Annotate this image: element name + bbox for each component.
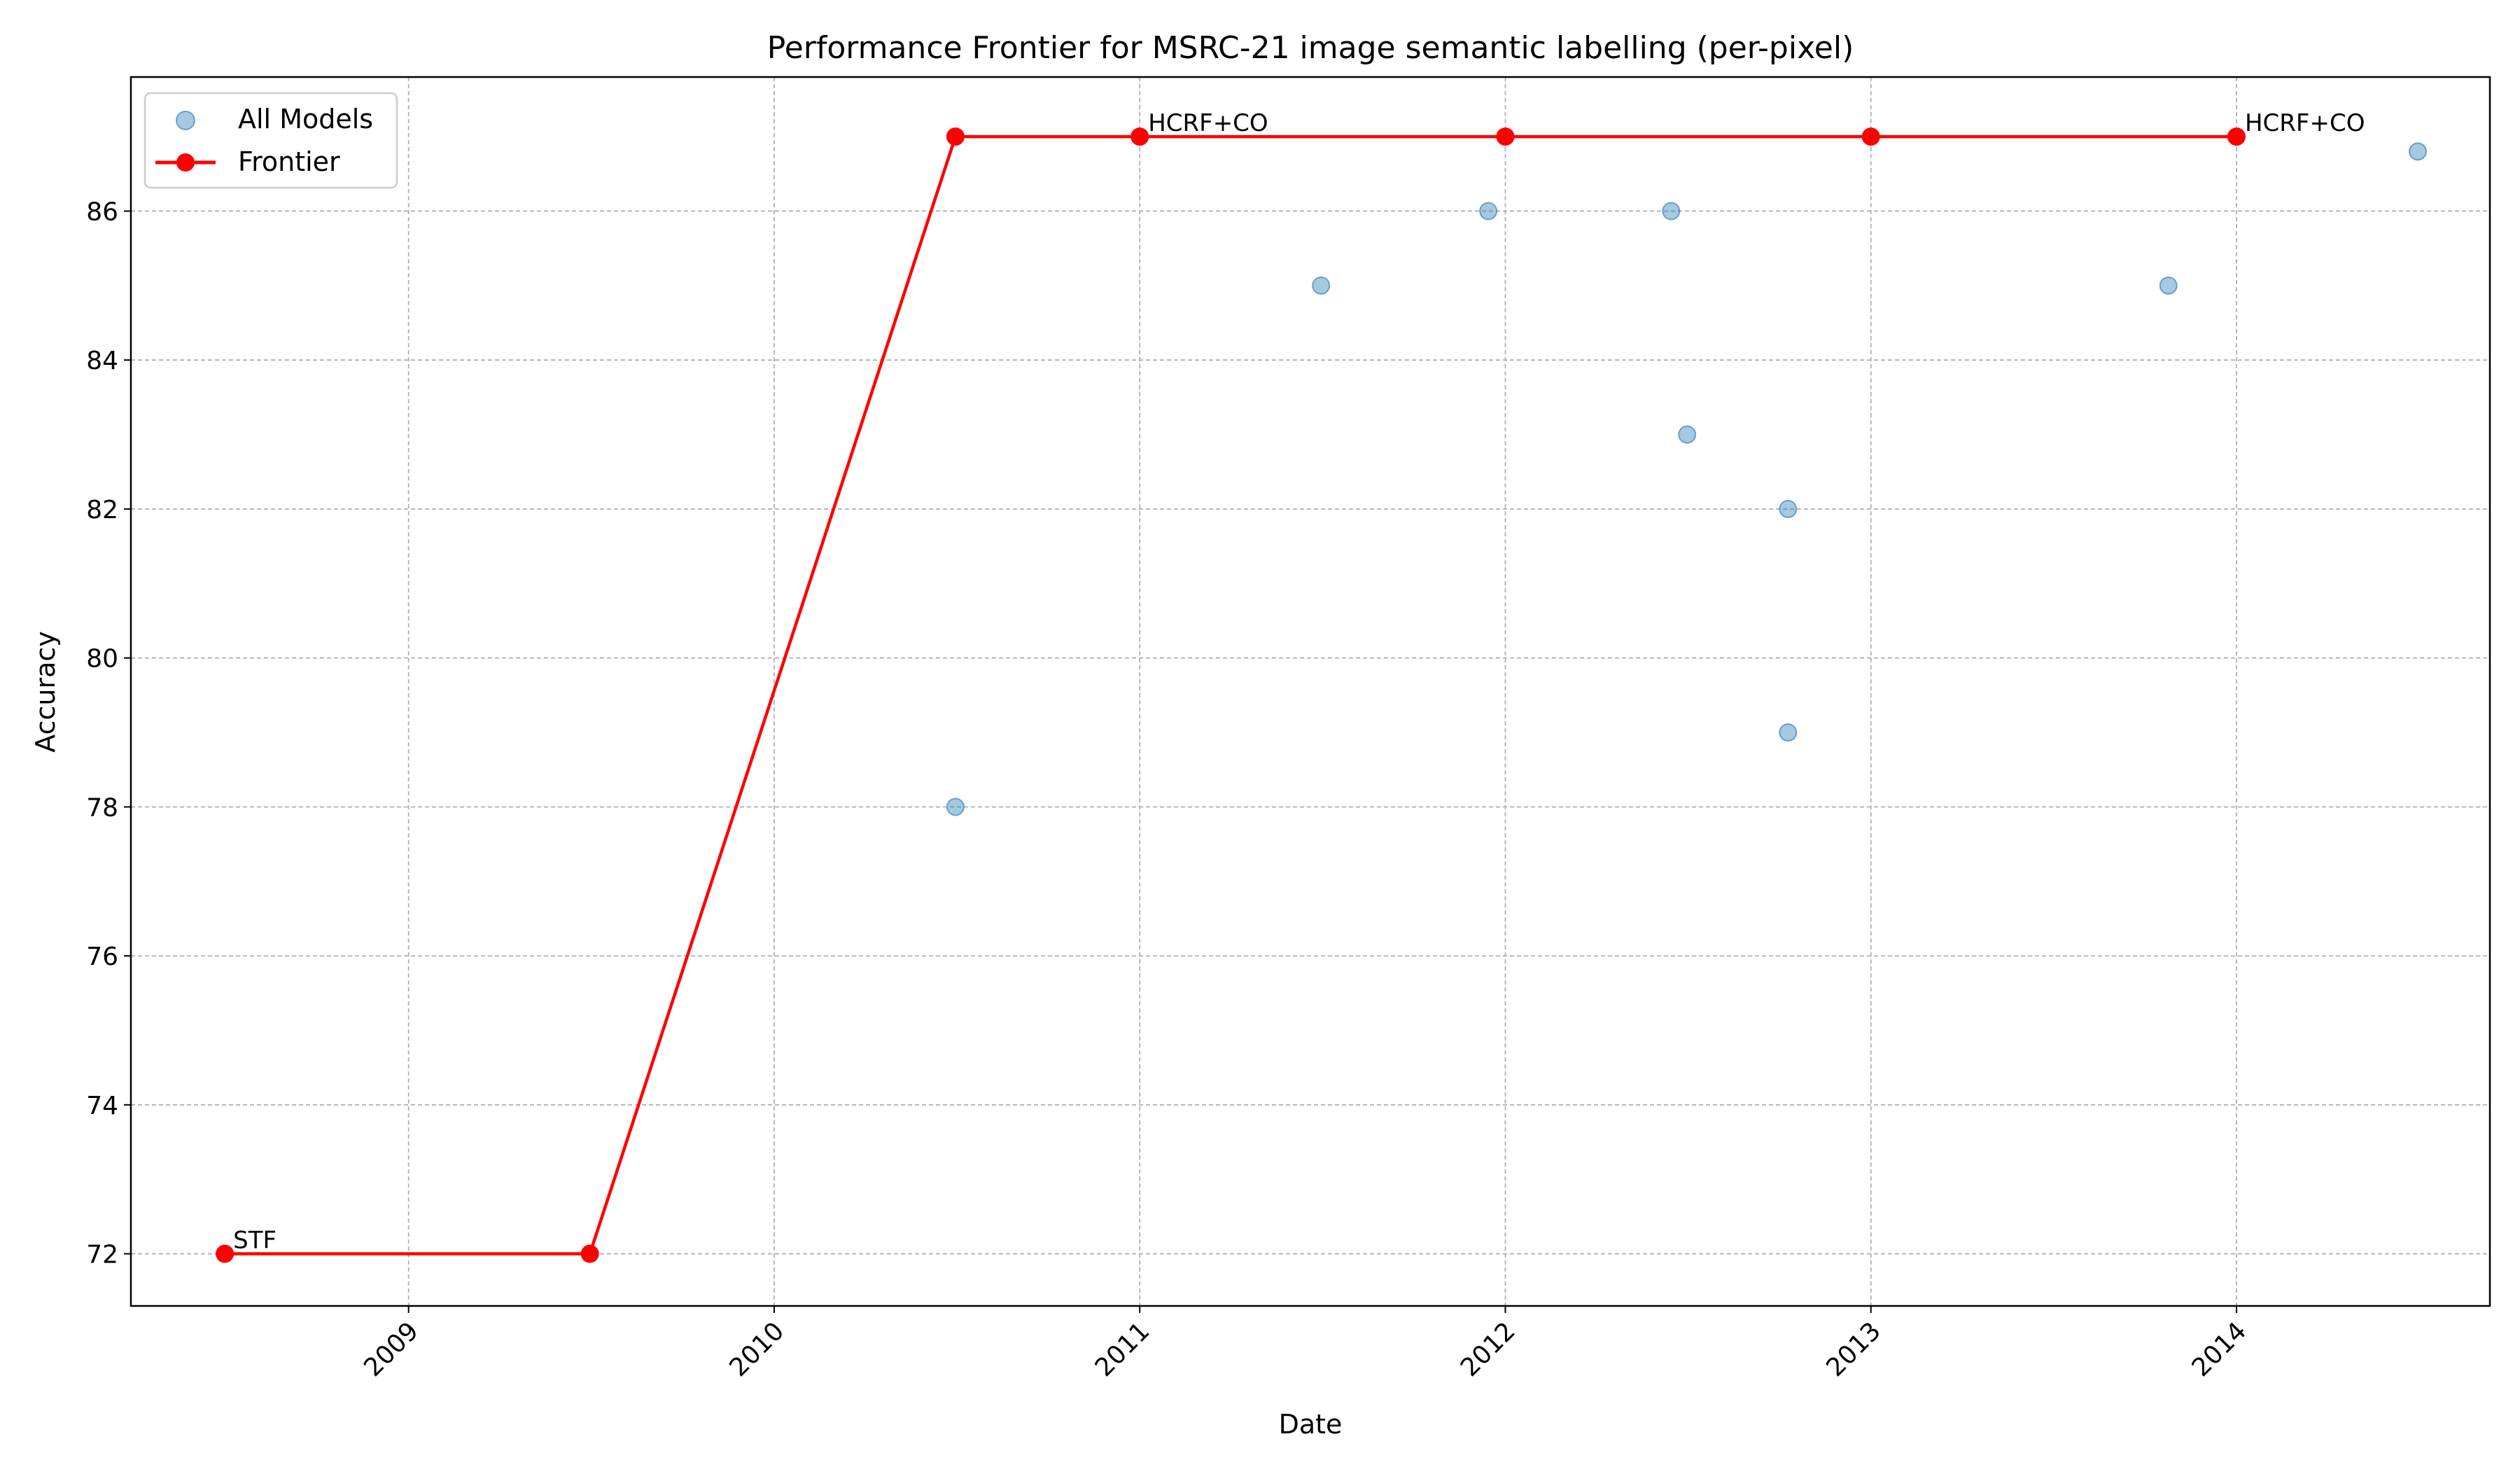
all-models-point xyxy=(1779,499,1798,518)
annotations: STF HCRF+CO HCRF+CO xyxy=(233,109,2365,1254)
legend-label-all-models: All Models xyxy=(238,104,373,134)
y-tick-label: 76 xyxy=(86,943,118,971)
frontier-point xyxy=(1496,127,1515,146)
all-models-point xyxy=(1312,276,1331,295)
point-annotation: HCRF+CO xyxy=(2245,109,2365,137)
legend-marker-frontier xyxy=(176,153,195,172)
all-models-point xyxy=(1662,202,1681,221)
frontier-point xyxy=(580,1244,599,1263)
y-tick-label: 86 xyxy=(86,197,118,226)
legend: All Models Frontier xyxy=(144,92,398,189)
point-annotation: HCRF+CO xyxy=(1148,109,1268,137)
plot-frame xyxy=(130,76,2491,1307)
all-models-point xyxy=(2408,142,2427,161)
all-models-point xyxy=(946,798,965,816)
y-tick-label: 72 xyxy=(86,1241,118,1270)
all-models-series xyxy=(946,142,2427,816)
frontier-point xyxy=(946,127,965,146)
y-tick-label: 84 xyxy=(86,347,118,375)
frontier-point xyxy=(1130,127,1149,146)
chart-title: Performance Frontier for MSRC-21 image s… xyxy=(767,30,1854,66)
x-axis-label: Date xyxy=(1279,1409,1343,1440)
legend-marker-all-models xyxy=(176,111,195,130)
all-models-point xyxy=(2159,276,2178,295)
y-tick-label: 78 xyxy=(86,793,118,822)
y-axis-label: Accuracy xyxy=(30,631,61,753)
y-axis-ticks: 72 74 76 78 80 82 84 86 xyxy=(86,197,131,1270)
all-models-point xyxy=(1479,202,1498,221)
point-annotation: STF xyxy=(233,1227,276,1255)
frontier-point xyxy=(2227,127,2246,146)
y-tick-label: 80 xyxy=(86,645,118,674)
y-tick-label: 74 xyxy=(86,1092,118,1120)
frontier-point xyxy=(1861,127,1880,146)
y-tick-label: 82 xyxy=(86,496,118,524)
frontier-point xyxy=(216,1244,234,1263)
all-models-point xyxy=(1678,425,1697,444)
all-models-point xyxy=(1779,723,1798,742)
frontier-series xyxy=(216,127,2246,1263)
legend-label-frontier: Frontier xyxy=(238,146,340,177)
